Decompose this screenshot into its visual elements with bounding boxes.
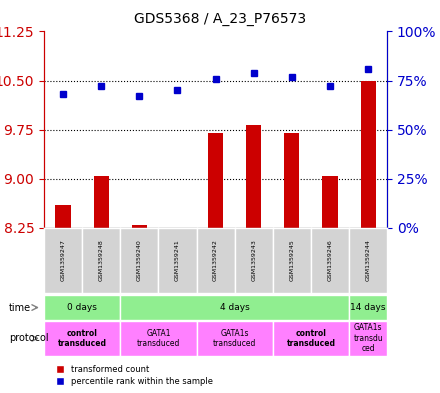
Legend: transformed count, percentile rank within the sample: transformed count, percentile rank withi… [48,362,216,389]
Text: GATA1s
transdu
ced: GATA1s transdu ced [353,323,383,353]
Bar [323,176,337,228]
Text: GSM1359248: GSM1359248 [99,239,104,281]
Text: GSM1359244: GSM1359244 [366,239,370,281]
Text: control
transduced: control transduced [58,329,106,348]
Bar [246,125,261,228]
Text: GSM1359246: GSM1359246 [327,239,333,281]
Text: GSM1359240: GSM1359240 [137,239,142,281]
Bar [55,205,71,228]
Text: 4 days: 4 days [220,303,249,312]
Bar [94,176,109,228]
Text: GSM1359243: GSM1359243 [251,239,256,281]
Text: 14 days: 14 days [350,303,386,312]
Text: GATA1
transduced: GATA1 transduced [137,329,180,348]
Text: GSM1359247: GSM1359247 [61,239,66,281]
Text: 0 days: 0 days [67,303,97,312]
Text: GSM1359241: GSM1359241 [175,239,180,281]
Text: protocol: protocol [9,333,48,343]
Text: time: time [9,303,31,312]
Bar [284,133,300,228]
Bar [208,133,223,228]
Text: GSM1359242: GSM1359242 [213,239,218,281]
Bar [360,81,376,228]
Text: GSM1359245: GSM1359245 [290,239,294,281]
Bar [132,225,147,228]
Text: GATA1s
transduced: GATA1s transduced [213,329,257,348]
Text: GDS5368 / A_23_P76573: GDS5368 / A_23_P76573 [134,12,306,26]
Text: control
transduced: control transduced [286,329,335,348]
